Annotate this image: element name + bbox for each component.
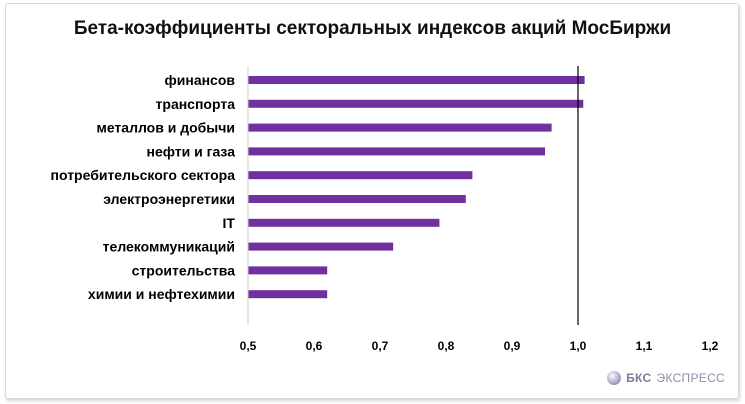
category-labels: финансов транспорта металлов и добычи нефти… xyxy=(51,72,236,302)
category-label: транспорта xyxy=(156,96,236,112)
bar-6 xyxy=(248,195,466,203)
chart-title: Бета-коэффициенты секторальных индексов … xyxy=(73,18,672,39)
category-label: нефти и газа xyxy=(146,143,235,159)
watermark-brand: БКС xyxy=(626,371,652,385)
category-label: электроэнергетики xyxy=(103,191,235,207)
bars-group xyxy=(248,76,585,299)
x-tick-label: 0,8 xyxy=(438,339,455,353)
axes xyxy=(247,66,579,325)
bar-2 xyxy=(248,99,584,108)
bar-7 xyxy=(248,218,440,227)
category-label: строительства xyxy=(132,262,236,278)
x-tick-label: 1,0 xyxy=(570,339,587,353)
x-tick-label: 0,9 xyxy=(504,339,521,353)
x-tick-label: 0,6 xyxy=(306,339,323,353)
bar-1 xyxy=(248,76,585,84)
x-tick-label: 0,5 xyxy=(240,339,257,353)
bar-8 xyxy=(248,242,394,251)
category-label: финансов xyxy=(165,72,236,88)
category-label: телекоммуникаций xyxy=(103,239,235,255)
bar-5 xyxy=(248,171,473,180)
category-label: IT xyxy=(223,215,236,231)
x-tick-label: 0,7 xyxy=(372,339,389,353)
bar-3 xyxy=(248,123,552,132)
bks-express-watermark: БКС ЭКСПРЕСС xyxy=(607,371,725,385)
x-tick-labels: 0,5 0,6 0,7 0,8 0,9 1,0 1,1 1,2 xyxy=(240,339,719,353)
bar-9 xyxy=(248,266,328,275)
bar-4 xyxy=(248,147,545,156)
x-tick-label: 1,1 xyxy=(636,339,653,353)
category-label: химии и нефтехимии xyxy=(88,286,235,302)
category-label: металлов и добычи xyxy=(96,120,235,136)
x-tick-label: 1,2 xyxy=(702,339,719,353)
bar-10 xyxy=(248,290,328,299)
category-label: потребительского сектора xyxy=(51,167,236,183)
watermark-product: ЭКСПРЕСС xyxy=(656,371,725,385)
bks-logo-icon xyxy=(607,371,622,385)
